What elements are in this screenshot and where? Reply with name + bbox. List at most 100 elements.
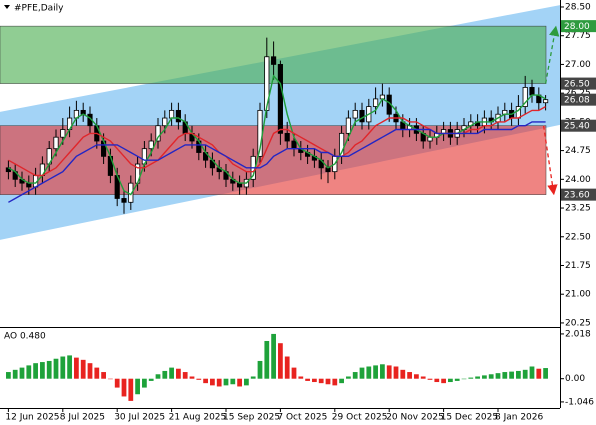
candle-body	[345, 117, 351, 134]
ao-bar	[74, 357, 79, 379]
candle-body	[148, 140, 154, 150]
chart-title: #PFE,Daily	[14, 4, 64, 14]
candle-body	[543, 99, 549, 104]
candle-body	[359, 109, 365, 123]
ao-bar	[427, 378, 433, 380]
candle-body	[529, 87, 535, 96]
y-tick-label: 22.50	[565, 232, 591, 242]
ao-bar	[189, 376, 195, 379]
ao-bar	[114, 378, 120, 388]
ao-bar	[407, 372, 412, 379]
ao-bar	[346, 376, 351, 379]
y-tick-label: 21.00	[565, 290, 591, 300]
level-tag	[561, 20, 596, 33]
y-tick-label: 21.75	[565, 261, 591, 271]
ao-bar	[155, 374, 161, 379]
y-tick-label: 28.50	[565, 2, 591, 12]
x-tick-label: 8 Jul 2025	[60, 413, 105, 423]
ao-bar	[237, 378, 242, 387]
ao-bar	[522, 369, 528, 379]
ao-bar	[162, 370, 168, 379]
ao-bar	[223, 378, 229, 386]
candle-body	[175, 109, 181, 123]
ao-bar	[94, 367, 100, 379]
ao-bar	[67, 355, 72, 379]
candle-body	[284, 132, 290, 142]
menu-icon[interactable]	[4, 5, 10, 9]
ao-bar	[366, 366, 372, 379]
ao-bar	[393, 366, 399, 379]
ao-bar	[26, 365, 32, 379]
ao-bar	[60, 356, 66, 379]
ao-bar	[305, 378, 310, 381]
candle-body	[522, 87, 528, 107]
y-tick-label: 27.00	[565, 60, 591, 70]
ao-bar	[318, 378, 324, 384]
ao-bar	[121, 378, 127, 397]
ao-bar	[108, 378, 113, 380]
ao-bar	[454, 378, 460, 381]
ao-bar	[502, 372, 508, 379]
zone	[0, 25, 547, 84]
indicator-title: AO 0.480	[4, 332, 46, 342]
y-tick-label: 24.75	[565, 146, 591, 156]
ao-bar	[448, 378, 453, 383]
ao-bar	[210, 378, 215, 386]
ao-bar	[386, 365, 392, 379]
candle-body	[277, 64, 283, 134]
x-tick-label: 29 Oct 2025	[332, 413, 388, 423]
y-tick-label: 26.25	[565, 89, 591, 99]
ao-bar	[509, 371, 514, 379]
ao-bar	[169, 367, 174, 379]
ao-bar	[543, 368, 548, 379]
forecast-arrow-down	[542, 125, 558, 196]
level-tag	[561, 119, 596, 132]
ao-bar	[80, 359, 86, 379]
ao-bar	[373, 365, 378, 379]
ao-bar	[101, 372, 106, 379]
forecast-arrow-up	[544, 25, 560, 84]
y-tick-label: 23.25	[565, 204, 591, 214]
level-tag	[561, 77, 596, 90]
candle-body	[60, 129, 66, 138]
level-label: 23.60	[564, 191, 590, 201]
price-pane	[0, 5, 560, 240]
level-tag	[561, 188, 596, 201]
ao-bar	[298, 376, 304, 379]
ao-bar	[339, 378, 344, 384]
ao-bar	[53, 358, 59, 379]
ao-bar	[271, 333, 276, 379]
y-tick-label: 24.00	[565, 175, 591, 185]
ao-tick-label: 0.00	[565, 374, 585, 384]
ao-bar	[182, 372, 188, 379]
ao-bar	[420, 376, 426, 379]
ao-bar	[278, 343, 283, 379]
level-tag	[561, 93, 596, 106]
x-tick-label: 30 Jul 2025	[114, 413, 165, 423]
level-label: 26.50	[564, 80, 590, 90]
candle-body	[155, 125, 161, 142]
ao-bar	[87, 363, 93, 379]
ao-bar	[33, 363, 38, 379]
ao-bar	[12, 369, 18, 379]
ao-bar	[230, 378, 236, 385]
ao-bar	[414, 374, 419, 379]
x-tick-label: 21 Aug 2025	[169, 413, 227, 423]
ao-bar	[6, 372, 11, 379]
y-tick-label: 20.25	[565, 318, 591, 328]
x-tick-label: 20 Nov 2025	[386, 413, 444, 423]
ao-bar	[461, 378, 467, 380]
ao-bar	[291, 367, 297, 379]
ao-bar	[257, 360, 263, 379]
ao-tick-label: 2.018	[565, 329, 591, 339]
ao-bar	[244, 378, 249, 386]
candle-body	[169, 109, 175, 119]
candle-body	[162, 117, 168, 127]
ao-bar	[203, 378, 208, 384]
ao-bar	[176, 368, 181, 379]
ao-bar	[46, 360, 52, 379]
level-label: 26.08	[564, 96, 590, 106]
ao-bar	[19, 367, 25, 379]
ao-bar	[400, 369, 406, 379]
